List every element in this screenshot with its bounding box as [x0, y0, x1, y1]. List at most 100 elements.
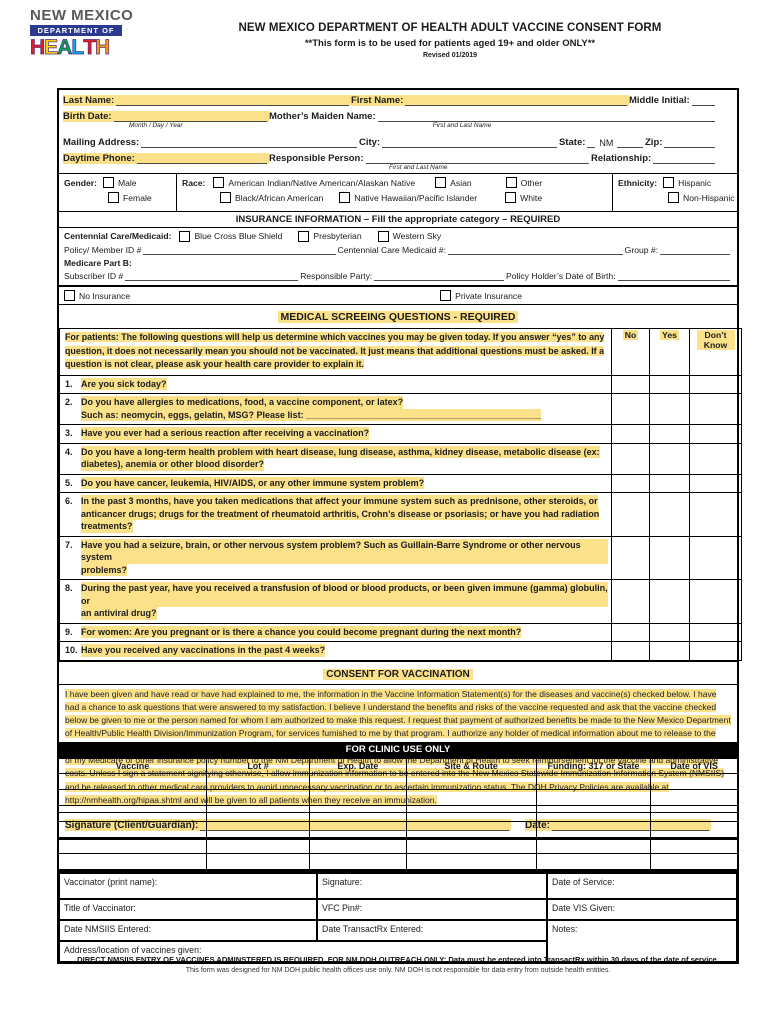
checkbox-race-other[interactable]: [505, 177, 517, 188]
clinic-cell[interactable]: [535, 837, 652, 854]
clinic-cell[interactable]: [405, 837, 537, 854]
checkbox-bcbs[interactable]: [179, 230, 191, 242]
answer-cell-no[interactable]: [611, 641, 650, 661]
zip-input[interactable]: [664, 137, 715, 148]
answer-cell-yes[interactable]: [649, 393, 690, 425]
checkbox-non-hispanic[interactable]: [668, 192, 679, 203]
address-location-field[interactable]: Address/location of vaccines given:: [59, 941, 547, 962]
policy-member-input[interactable]: [143, 244, 336, 255]
answer-cell-yes[interactable]: [649, 622, 690, 642]
answer-cell-dont-know[interactable]: [689, 374, 742, 394]
clinic-cell[interactable]: [535, 821, 652, 838]
clinic-cell[interactable]: [535, 773, 652, 790]
answer-cell-yes[interactable]: [649, 473, 690, 493]
clinic-cell[interactable]: [309, 805, 407, 822]
date-transactrx-entered-field[interactable]: Date TransactRx Entered:: [317, 920, 547, 941]
city-input[interactable]: [382, 137, 557, 148]
clinic-cell[interactable]: [650, 853, 739, 871]
clinic-cell[interactable]: [57, 805, 207, 822]
title-of-vaccinator-field[interactable]: Title of Vaccinator:: [59, 899, 317, 920]
answer-cell-dont-know[interactable]: [689, 424, 742, 444]
answer-cell-dont-know[interactable]: [689, 442, 742, 475]
answer-cell-dont-know[interactable]: [689, 641, 742, 661]
clinic-cell[interactable]: [309, 853, 407, 871]
date-nmsiis-entered-field[interactable]: Date NMSIIS Entered:: [59, 920, 317, 941]
checkbox-race-white[interactable]: [505, 192, 517, 203]
checkbox-hispanic[interactable]: [663, 177, 675, 188]
answer-cell-no[interactable]: [611, 374, 650, 394]
answer-cell-yes[interactable]: [649, 424, 690, 444]
answer-cell-yes[interactable]: [649, 492, 690, 537]
answer-cell-no[interactable]: [611, 442, 650, 475]
vaccinator-field[interactable]: Vaccinator (print name):: [59, 873, 317, 899]
clinic-cell[interactable]: [57, 773, 207, 790]
group-input[interactable]: [660, 244, 730, 255]
clinic-cell[interactable]: [309, 837, 407, 854]
answer-cell-no[interactable]: [611, 393, 650, 425]
last-name-input[interactable]: [116, 95, 349, 106]
answer-cell-no[interactable]: [611, 579, 650, 624]
answer-cell-no[interactable]: [611, 424, 650, 444]
mailing-address-input[interactable]: [141, 137, 357, 148]
clinic-cell[interactable]: [650, 821, 739, 838]
clinic-cell[interactable]: [535, 789, 652, 806]
responsible-party-input[interactable]: [374, 270, 505, 281]
clinic-cell[interactable]: [205, 789, 311, 806]
daytime-phone-input[interactable]: [136, 153, 267, 164]
vaccinator-signature-field[interactable]: Signature:: [317, 873, 547, 899]
clinic-cell[interactable]: [205, 805, 311, 822]
checkbox-female[interactable]: [108, 192, 119, 203]
checkbox-race-black[interactable]: [220, 192, 231, 203]
clinic-cell[interactable]: [405, 853, 537, 871]
checkbox-presbyterian[interactable]: [298, 230, 310, 242]
clinic-cell[interactable]: [57, 853, 207, 871]
date-vis-given-field[interactable]: Date VIS Given:: [547, 899, 737, 920]
answer-cell-no[interactable]: [611, 622, 650, 642]
checkbox-race-native-hawaiian[interactable]: [339, 192, 351, 203]
answer-cell-yes[interactable]: [649, 641, 690, 661]
checkbox-no-insurance[interactable]: [64, 290, 75, 301]
answer-cell-yes[interactable]: [649, 579, 690, 624]
checkbox-male[interactable]: [102, 177, 114, 188]
middle-initial-input[interactable]: [691, 95, 715, 106]
answer-cell-no[interactable]: [611, 535, 650, 580]
clinic-cell[interactable]: [205, 853, 311, 871]
answer-cell-no[interactable]: [611, 473, 650, 493]
answer-cell-yes[interactable]: [649, 535, 690, 580]
notes-field[interactable]: Notes:: [547, 920, 737, 962]
answer-cell-dont-know[interactable]: [689, 473, 742, 493]
clinic-cell[interactable]: [309, 789, 407, 806]
clinic-cell[interactable]: [205, 821, 311, 838]
clinic-cell[interactable]: [57, 821, 207, 838]
clinic-cell[interactable]: [309, 773, 407, 790]
answer-cell-dont-know[interactable]: [689, 622, 742, 642]
clinic-cell[interactable]: [405, 773, 537, 790]
clinic-cell[interactable]: [535, 805, 652, 822]
clinic-cell[interactable]: [205, 837, 311, 854]
clinic-cell[interactable]: [405, 805, 537, 822]
clinic-cell[interactable]: [205, 773, 311, 790]
answer-cell-dont-know[interactable]: [689, 393, 742, 425]
mothers-maiden-input[interactable]: [377, 111, 715, 122]
answer-cell-dont-know[interactable]: [689, 535, 742, 580]
clinic-cell[interactable]: [535, 853, 652, 871]
first-name-input[interactable]: [405, 95, 627, 106]
clinic-cell[interactable]: [650, 837, 739, 854]
clinic-cell[interactable]: [650, 773, 739, 790]
checkbox-private-insurance[interactable]: [440, 290, 452, 301]
relationship-input[interactable]: [653, 153, 715, 164]
answer-cell-yes[interactable]: [649, 442, 690, 475]
clinic-cell[interactable]: [57, 789, 207, 806]
responsible-person-input[interactable]: [365, 153, 589, 164]
date-of-service-field[interactable]: Date of Service:: [547, 873, 737, 899]
checkbox-race-american-indian[interactable]: [213, 177, 225, 188]
subscriber-input[interactable]: [125, 270, 299, 281]
checkbox-western-sky[interactable]: [377, 230, 389, 242]
checkbox-race-asian[interactable]: [435, 177, 447, 188]
answer-cell-dont-know[interactable]: [689, 579, 742, 624]
policy-holder-dob-input[interactable]: [617, 270, 731, 281]
clinic-cell[interactable]: [309, 821, 407, 838]
answer-cell-dont-know[interactable]: [689, 492, 742, 537]
clinic-cell[interactable]: [650, 789, 739, 806]
answer-cell-no[interactable]: [611, 492, 650, 537]
